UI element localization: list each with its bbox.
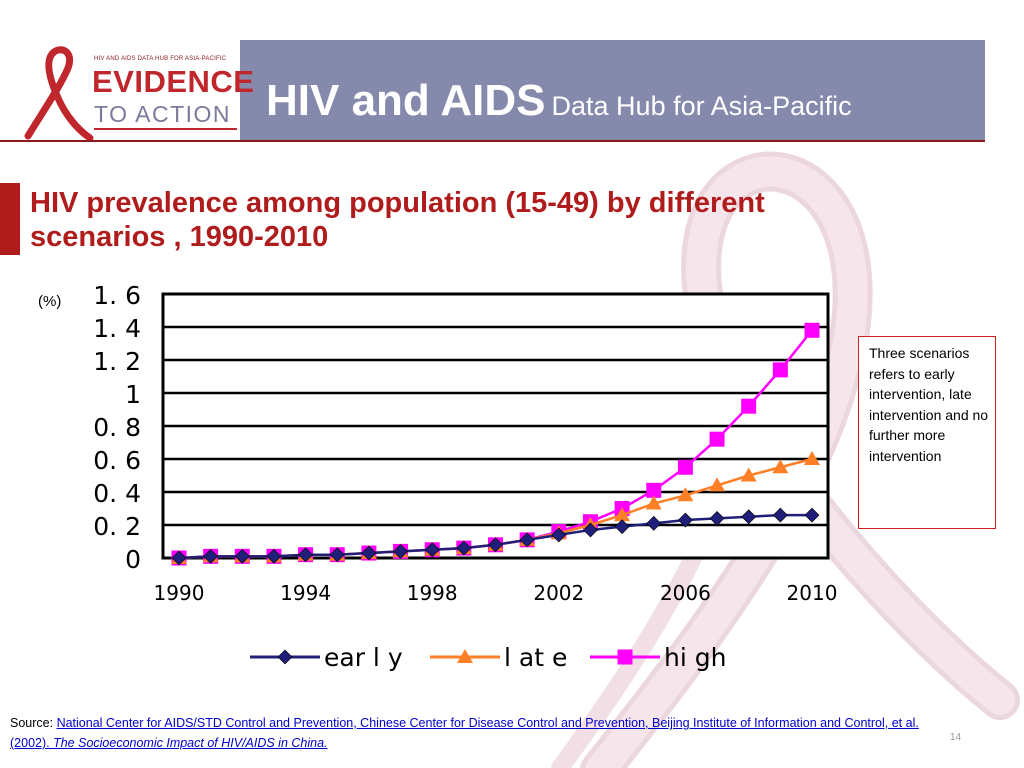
x-tick-label: 2006 <box>660 581 711 605</box>
data-point-diamond <box>677 512 693 528</box>
data-point-square <box>772 362 788 378</box>
legend-label: hi gh <box>664 643 726 672</box>
data-point-diamond <box>741 509 757 525</box>
y-tick-label: 1. 6 <box>93 281 141 310</box>
red-ribbon-icon <box>24 46 94 140</box>
legend-label: ear l y <box>324 643 403 672</box>
data-point-diamond <box>772 507 788 523</box>
data-point-diamond <box>298 547 314 563</box>
source-link-title: The Socioeconomic Impact of HIV/AIDS in … <box>53 736 328 750</box>
header-title-main: HIV and AIDS <box>266 76 546 125</box>
x-tick-label: 1990 <box>154 581 205 605</box>
data-point-triangle <box>740 467 757 482</box>
logo: HIV AND AIDS DATA HUB FOR ASIA-PACIFIC E… <box>0 40 254 140</box>
logo-tagline: HIV AND AIDS DATA HUB FOR ASIA-PACIFIC <box>94 56 227 62</box>
logo-word-evidence: EVIDENCE <box>92 64 255 99</box>
header-title-sub: Data Hub for Asia-Pacific <box>551 91 852 121</box>
scenario-note-box: Three scenarios refers to early interven… <box>858 336 996 529</box>
data-point-diamond <box>646 515 662 531</box>
y-tick-label: 0. 4 <box>93 479 141 508</box>
y-axis-label: (%) <box>38 293 61 310</box>
logo-underline <box>94 128 237 130</box>
data-point-square <box>677 459 693 475</box>
data-point-diamond <box>266 548 282 564</box>
x-tick-label: 2010 <box>787 581 838 605</box>
scenario-note-text: Three scenarios refers to early interven… <box>869 345 989 464</box>
x-tick-label: 1994 <box>280 581 331 605</box>
data-point-square <box>804 322 820 338</box>
data-point-diamond <box>614 519 630 535</box>
data-point-triangle <box>772 459 789 474</box>
data-point-diamond <box>456 540 472 556</box>
data-point-square <box>741 398 757 414</box>
x-tick-label: 1998 <box>407 581 458 605</box>
y-tick-label: 1. 4 <box>93 314 141 343</box>
data-point-diamond <box>804 507 820 523</box>
title-accent-bar <box>0 183 20 255</box>
y-tick-label: 0. 8 <box>93 413 141 442</box>
data-point-triangle <box>614 507 631 522</box>
y-tick-label: 1. 2 <box>93 347 141 376</box>
source-citation: Source: National Center for AIDS/STD Con… <box>10 713 940 753</box>
header-title: HIV and AIDS Data Hub for Asia-Pacific <box>266 76 852 126</box>
legend-marker <box>457 649 473 663</box>
data-point-diamond <box>519 532 535 548</box>
logo-word-to-action: TO ACTION <box>94 101 232 127</box>
data-point-triangle <box>804 451 820 465</box>
data-point-square <box>646 482 662 498</box>
y-tick-label: 0 <box>125 545 141 574</box>
header-banner: HIV AND AIDS DATA HUB FOR ASIA-PACIFIC E… <box>0 40 985 142</box>
x-tick-label: 2002 <box>533 581 584 605</box>
data-point-diamond <box>329 547 345 563</box>
y-tick-label: 0. 6 <box>93 446 141 475</box>
source-label: Source: <box>10 716 57 730</box>
data-point-triangle <box>709 477 726 492</box>
data-point-diamond <box>709 510 725 526</box>
slide-title: HIV prevalence among population (15-49) … <box>30 186 930 254</box>
legend-marker <box>617 649 633 665</box>
data-point-triangle <box>645 495 662 510</box>
data-point-diamond <box>393 543 408 559</box>
y-tick-label: 0. 2 <box>93 512 141 541</box>
data-point-triangle <box>677 487 694 502</box>
data-point-diamond <box>551 527 567 543</box>
slide-title-line2: scenarios , 1990-2010 <box>30 221 329 253</box>
legend-marker <box>277 649 293 665</box>
data-point-diamond <box>171 550 187 566</box>
data-point-diamond <box>203 548 219 564</box>
data-point-square <box>709 431 725 447</box>
data-point-diamond <box>361 545 377 561</box>
data-point-diamond <box>583 522 598 538</box>
data-point-diamond <box>424 542 440 558</box>
y-tick-label: 1 <box>125 380 141 409</box>
slide-title-line1: HIV prevalence among population (15-49) … <box>30 187 765 219</box>
page-number: 14 <box>950 732 962 743</box>
source-link-text: National Center for AIDS/STD Control and… <box>10 716 919 750</box>
source-link[interactable]: National Center for AIDS/STD Control and… <box>10 716 919 750</box>
data-point-diamond <box>234 548 250 564</box>
legend-label: l at e <box>504 643 567 672</box>
data-point-diamond <box>488 537 503 553</box>
